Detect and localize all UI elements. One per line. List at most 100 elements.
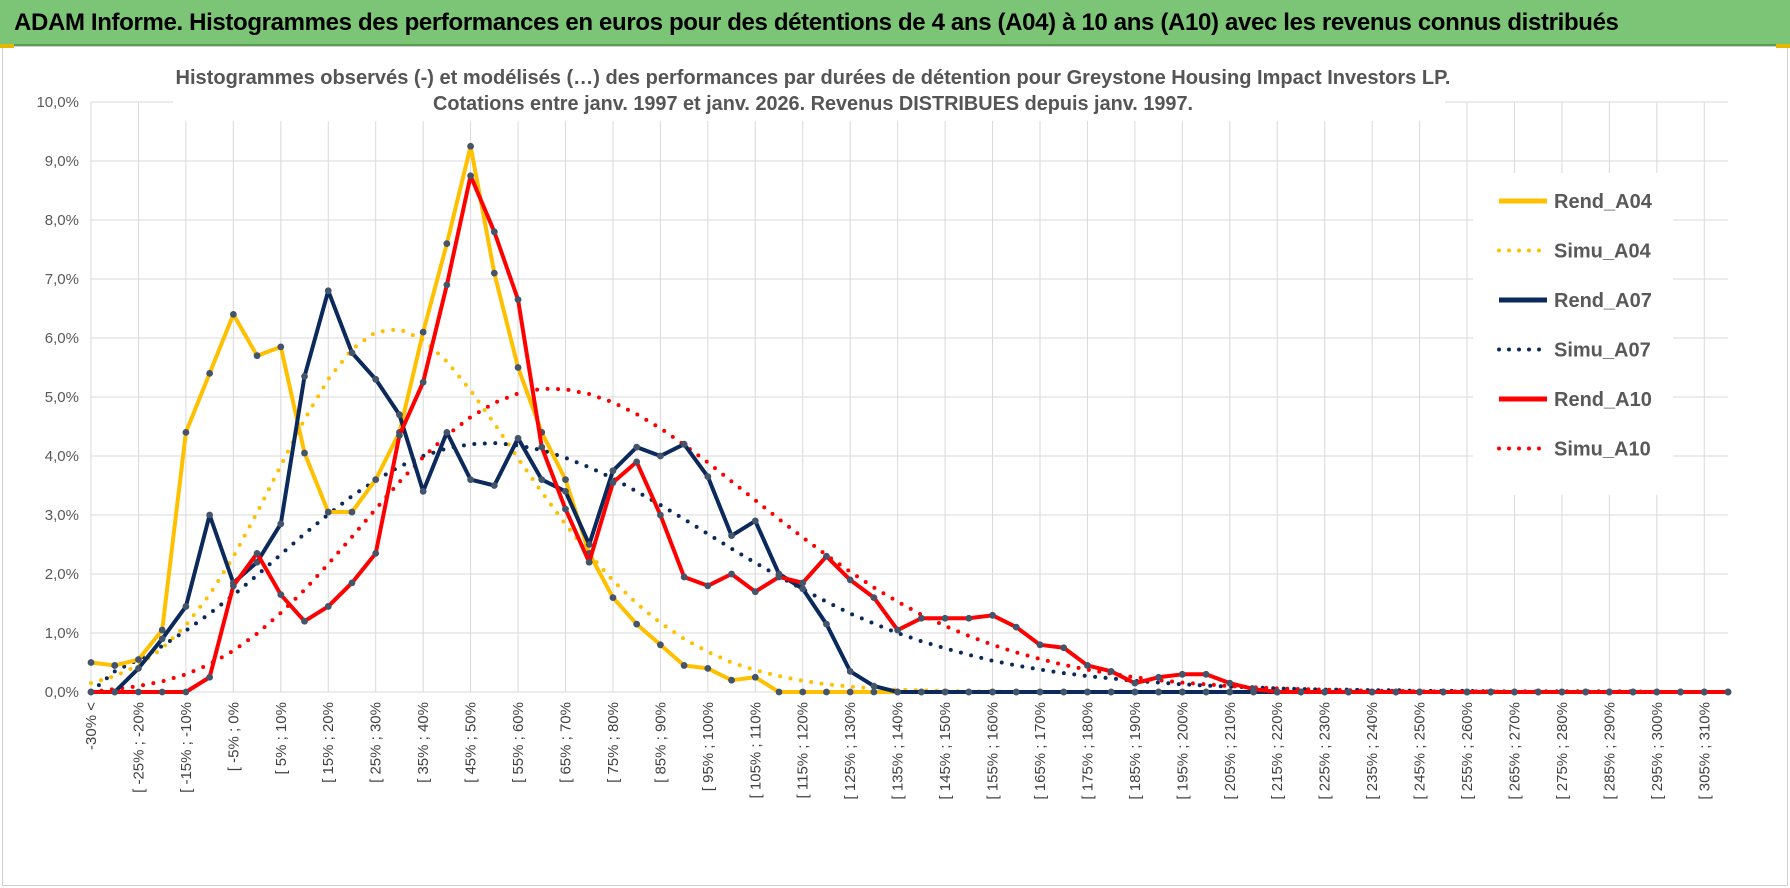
data-point-rend-a10	[870, 594, 878, 601]
legend: Rend_A04 Simu_A04 Rend_A07 Simu_A07 Rend_A10…	[1473, 173, 1673, 495]
data-point-rend-a07	[585, 541, 593, 548]
data-point-rend-a07	[443, 429, 451, 436]
x-tick-label: [ 305% ; 310%	[1696, 702, 1713, 800]
data-point-rend-a04	[799, 688, 807, 696]
chart-area: 0,0% 1,0% 2,0% 3,0% 4,0% 5,0% 6,0% 7,0% 8,0% 9,0%…	[2, 46, 1788, 886]
x-tick-label: [ 285% ; 290%	[1601, 702, 1618, 800]
data-point-rend-a07	[1012, 688, 1020, 696]
x-tick-label: [ 105% ; 110%	[747, 702, 764, 798]
data-point-rend-a07	[846, 667, 854, 675]
x-tick-label: [ 35% ; 40%	[415, 702, 432, 783]
y-tick-label: 1,0%	[45, 625, 79, 642]
data-point-rend-a10	[728, 570, 735, 578]
data-point-rend-a10	[917, 614, 925, 622]
data-point-rend-a07	[751, 517, 759, 525]
y-tick-label: 6,0%	[45, 330, 79, 347]
data-point-rend-a10	[1297, 688, 1305, 696]
data-point-rend-a07	[324, 287, 332, 295]
data-point-rend-a10	[1582, 688, 1590, 696]
data-point-rend-a10	[1155, 673, 1163, 681]
data-point-rend-a10	[965, 614, 973, 622]
data-point-rend-a04	[775, 688, 783, 696]
data-point-rend-a07	[1107, 688, 1115, 696]
data-point-rend-a10	[348, 579, 356, 587]
data-point-rend-a10	[941, 614, 949, 622]
data-point-rend-a04	[324, 508, 332, 516]
data-point-rend-a04	[823, 688, 830, 696]
y-tick-label: 2,0%	[45, 566, 79, 583]
legend-box	[1473, 173, 1673, 495]
data-point-rend-a10	[1368, 688, 1376, 696]
data-point-rend-a10	[1202, 670, 1210, 678]
data-point-rend-a10	[1321, 688, 1329, 696]
data-point-rend-a10	[253, 549, 261, 557]
y-tick-label: 7,0%	[45, 271, 79, 288]
x-tick-label: [ 115% ; 120%	[795, 702, 812, 798]
series-line-simu-a04	[89, 327, 1730, 694]
x-tick-label: [ 45% ; 50%	[463, 702, 480, 783]
data-point-rend-a10	[1511, 688, 1518, 696]
data-point-rend-a10	[1345, 688, 1352, 696]
data-point-rend-a10	[372, 549, 380, 557]
data-point-rend-a04	[372, 476, 380, 483]
data-point-rend-a10	[633, 458, 641, 466]
data-point-rend-a10	[87, 688, 95, 696]
data-point-rend-a04	[846, 688, 854, 696]
data-point-rend-a07	[680, 440, 688, 448]
data-point-rend-a10	[751, 588, 759, 596]
y-axis: 0,0% 1,0% 2,0% 3,0% 4,0% 5,0% 6,0% 7,0% 8,0% 9,0%…	[36, 94, 79, 701]
data-point-rend-a10	[894, 626, 902, 634]
x-tick-label: [ -5% ; 0%	[225, 702, 242, 771]
x-tick-label: -30% <	[83, 702, 100, 750]
x-tick-label: [ 195% ; 200%	[1174, 702, 1191, 800]
data-point-rend-a04	[656, 641, 664, 649]
chart-title-line1: Histogrammes observés (-) et modélisés (…	[176, 67, 1451, 89]
legend-label-rend-a04: Rend_A04	[1554, 191, 1653, 213]
data-point-rend-a07	[1060, 688, 1068, 696]
data-point-rend-a07	[253, 558, 261, 566]
y-tick-label: 0,0%	[45, 684, 79, 701]
data-point-rend-a10	[1653, 688, 1661, 696]
data-point-rend-a07	[870, 682, 878, 690]
corner-mark	[1776, 44, 1790, 48]
data-point-rend-a04	[111, 662, 119, 669]
data-point-rend-a07	[467, 476, 474, 483]
data-point-rend-a07	[609, 467, 617, 475]
x-tick-label: [ 165% ; 170%	[1032, 702, 1049, 800]
data-point-rend-a04	[704, 665, 712, 672]
data-point-rend-a10	[656, 511, 664, 519]
data-point-rend-a07	[514, 434, 522, 442]
data-point-rend-a10	[490, 228, 498, 236]
data-point-rend-a10	[1036, 641, 1044, 649]
data-point-rend-a10	[443, 281, 451, 289]
data-point-rend-a10	[1084, 662, 1091, 669]
data-point-rend-a04	[751, 673, 759, 681]
data-point-rend-a10	[799, 579, 807, 587]
x-tick-label: [ 245% ; 250%	[1412, 702, 1429, 800]
x-tick-label: [ 5% ; 10%	[273, 702, 290, 775]
data-point-rend-a07	[419, 488, 427, 495]
data-point-rend-a10	[1700, 688, 1708, 696]
x-tick-label: [ 215% ; 220%	[1269, 702, 1286, 800]
data-point-rend-a07	[633, 443, 641, 451]
data-point-rend-a10	[229, 582, 237, 590]
chart-title-line2: Cotations entre janv. 1997 et janv. 2026…	[433, 93, 1193, 115]
x-tick-label: [ 175% ; 180%	[1079, 702, 1096, 800]
x-tick-label: [ 205% ; 210%	[1222, 702, 1239, 800]
banner-title: ADAM Informe. Histogrammes des performan…	[14, 9, 1619, 36]
x-tick-label: [ 265% ; 270%	[1506, 702, 1523, 800]
data-point-rend-a07	[206, 511, 214, 519]
data-point-rend-a04	[182, 429, 190, 436]
data-point-rend-a07	[799, 585, 807, 593]
y-tick-label: 5,0%	[45, 389, 79, 406]
data-point-rend-a10	[585, 558, 593, 566]
data-point-rend-a10	[609, 479, 617, 486]
data-point-rend-a07	[656, 452, 664, 460]
data-point-rend-a10	[775, 573, 783, 581]
data-point-rend-a10	[1178, 670, 1186, 678]
series-group	[87, 142, 1732, 696]
x-tick-label: [ 75% ; 80%	[605, 702, 622, 783]
y-tick-label: 8,0%	[45, 212, 79, 229]
data-point-rend-a04	[206, 370, 214, 377]
data-point-rend-a10	[1629, 688, 1637, 696]
